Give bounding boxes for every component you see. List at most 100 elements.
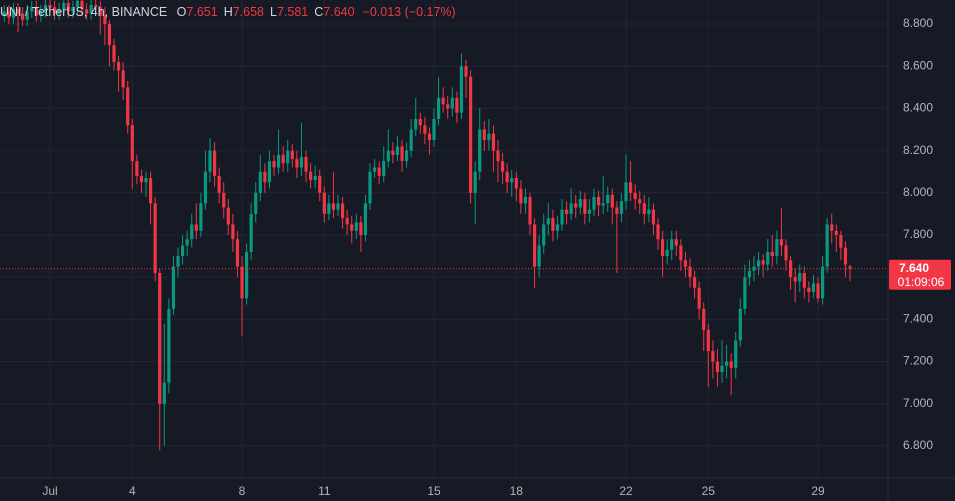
candle-body: [555, 224, 560, 231]
legend-key: L: [270, 5, 277, 19]
candle-body: [738, 308, 742, 341]
candle-body: [281, 154, 285, 164]
candle-body: [368, 171, 372, 204]
candle-body: [510, 178, 514, 183]
candle-body: [798, 272, 802, 282]
candle-body: [299, 156, 304, 168]
candle-body: [34, 7, 38, 16]
y-tick-label: 7.400: [903, 312, 933, 326]
candle-body: [459, 66, 464, 113]
candle-body: [482, 129, 486, 141]
x-tick-label: 15: [427, 484, 441, 498]
candle-body: [830, 224, 834, 231]
candle-body: [11, 9, 16, 18]
candle-body: [423, 125, 427, 134]
candle-body: [665, 249, 669, 257]
candle-body: [382, 161, 386, 176]
candle-body: [601, 203, 605, 206]
candle-body: [395, 146, 400, 155]
candle-body: [126, 87, 130, 126]
candle-body: [336, 203, 340, 210]
legend-value: 7.581: [276, 5, 309, 19]
candle-body: [20, 13, 25, 20]
candle-body: [606, 194, 610, 204]
candle-body: [839, 234, 843, 248]
candle-body: [363, 203, 368, 235]
y-tick-label: 6.800: [903, 438, 933, 452]
candle-body: [139, 175, 144, 183]
countdown-label: 01:09:06: [898, 275, 945, 289]
y-tick-label: 7.000: [903, 396, 933, 410]
legend-key: C: [314, 5, 324, 19]
candle-body: [2, 11, 6, 16]
last-price-label: 7.640: [899, 261, 929, 275]
candle-body: [683, 260, 688, 267]
candle-body: [112, 45, 116, 63]
candle-body: [756, 260, 761, 267]
candle-body: [350, 224, 354, 231]
candle-body: [724, 361, 729, 366]
candle-body: [57, 9, 61, 14]
candle-body: [528, 197, 532, 225]
legend-key: O: [176, 5, 187, 19]
candle-body: [103, 15, 107, 25]
candle-body: [212, 150, 217, 176]
y-tick-label: 8.800: [903, 16, 933, 30]
x-tick-label: 18: [510, 484, 524, 498]
candle-body: [267, 161, 272, 183]
candle-body: [194, 224, 198, 231]
candle-body: [743, 277, 747, 309]
candle-body: [391, 150, 395, 155]
candle-body: [752, 266, 756, 271]
candle-body: [478, 129, 482, 172]
candle-body: [779, 239, 784, 246]
candle-body: [263, 171, 267, 183]
candle-body: [116, 62, 121, 71]
candle-body: [84, 9, 89, 14]
legend-change: −0.013 (−0.17%): [362, 5, 456, 19]
candle-body: [16, 9, 20, 14]
candle-body: [158, 272, 162, 404]
x-tick-label: 4: [129, 484, 136, 498]
candle-body: [340, 203, 345, 219]
candle-body: [52, 7, 57, 14]
candle-body: [692, 277, 697, 288]
x-tick-label: 25: [702, 484, 716, 498]
candle-body: [523, 197, 528, 204]
candle-body: [180, 245, 185, 257]
candle-body: [651, 209, 656, 225]
candle-body: [290, 150, 294, 160]
candle-body: [208, 150, 212, 172]
candle-body: [619, 201, 624, 214]
candle-body: [25, 11, 29, 20]
candle-body: [400, 146, 404, 162]
candle-body: [450, 97, 454, 109]
legend-key: H: [223, 5, 233, 19]
candle-body: [75, 0, 80, 8]
candle-body: [596, 197, 601, 206]
candle-body: [43, 5, 48, 12]
y-tick-label: 8.400: [903, 101, 933, 115]
legend-value: 7.658: [232, 5, 264, 19]
candle-body: [820, 266, 825, 299]
candle-body: [660, 239, 665, 257]
candle-body: [505, 171, 509, 183]
candle-body: [308, 171, 313, 181]
candle-body: [647, 209, 651, 214]
candle-body: [775, 239, 779, 257]
candle-body: [500, 161, 505, 172]
candle-body: [825, 224, 829, 267]
candle-body: [432, 118, 436, 141]
candle-body: [295, 159, 299, 168]
candle-body: [258, 171, 262, 193]
candle-body: [491, 133, 496, 151]
legend-header: UNI / TetherUS, 4h, BINANCE O7.651 H7.658…: [0, 5, 456, 19]
candle-body: [89, 5, 93, 14]
candle-body: [514, 178, 518, 189]
candle-body: [148, 178, 153, 204]
candle-body: [697, 287, 701, 309]
candle-body: [386, 150, 390, 162]
candle-body: [313, 175, 317, 181]
candle-body: [276, 154, 281, 168]
y-tick-label: 8.000: [903, 185, 933, 199]
